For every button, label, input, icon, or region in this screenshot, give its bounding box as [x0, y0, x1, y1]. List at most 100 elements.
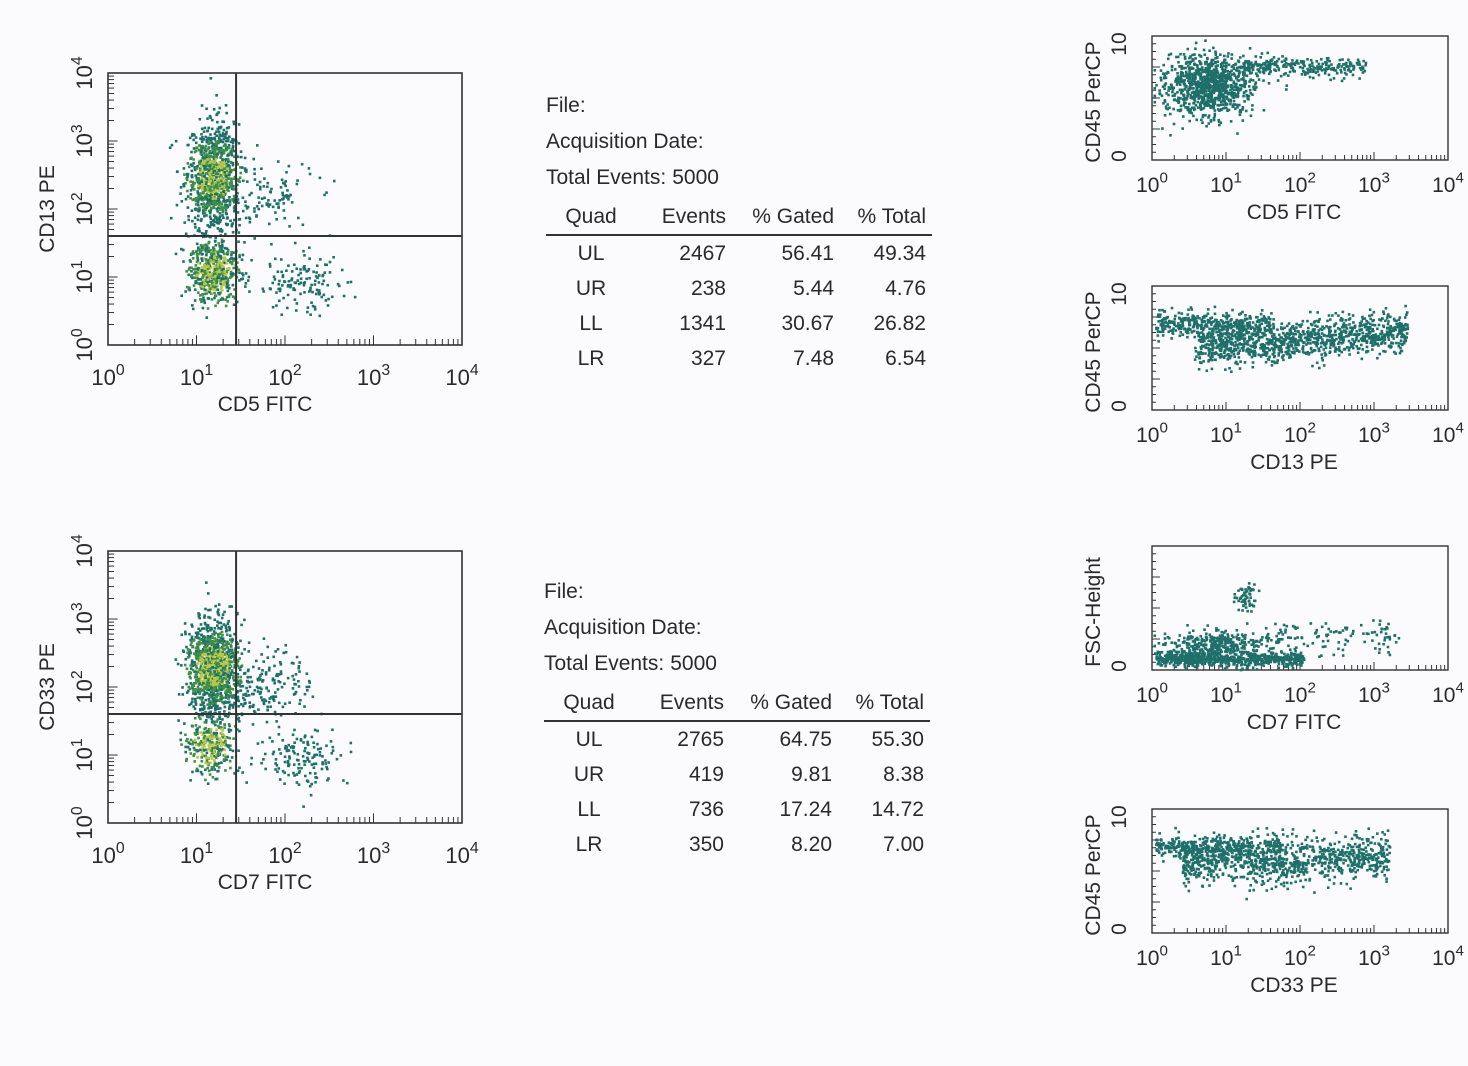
event-dot	[226, 668, 230, 672]
event-dot	[297, 273, 300, 277]
event-dot	[196, 266, 200, 270]
event-dot	[1183, 88, 1187, 91]
event-dot	[282, 209, 286, 212]
event-dot	[203, 720, 207, 724]
event-dot	[1187, 81, 1191, 85]
event-dot	[182, 183, 186, 187]
event-dot	[239, 679, 242, 682]
event-dot	[226, 248, 230, 252]
event-dot	[328, 260, 332, 264]
event-dot	[1198, 81, 1202, 85]
event-dot	[213, 754, 216, 758]
event-dot	[207, 140, 210, 144]
event-dot	[226, 188, 229, 192]
event-dot	[262, 758, 265, 761]
event-dot	[210, 734, 213, 737]
event-dot	[215, 130, 218, 134]
event-dot	[191, 256, 195, 260]
event-dot	[1262, 68, 1266, 71]
event-dot	[1218, 93, 1221, 96]
event-dot	[1205, 82, 1209, 86]
event-dot	[1262, 108, 1266, 112]
event-dot	[1204, 90, 1208, 93]
event-dot	[260, 698, 264, 702]
x-tick-label: 100	[1136, 170, 1168, 197]
event-dot	[195, 260, 199, 264]
event-dot	[208, 158, 211, 162]
event-dot	[211, 679, 215, 683]
event-dots	[1153, 39, 1368, 137]
event-dot	[237, 141, 241, 145]
event-dot	[195, 750, 198, 754]
event-dot	[1255, 74, 1259, 78]
event-dot	[1238, 109, 1242, 112]
event-dot	[1201, 87, 1205, 91]
event-dot	[276, 270, 280, 274]
event-dot	[221, 696, 225, 700]
event-dot	[217, 242, 221, 245]
event-dot	[207, 671, 211, 674]
event-dot	[199, 249, 203, 253]
event-dot	[219, 257, 223, 260]
event-dot	[217, 724, 220, 728]
event-dot	[213, 240, 217, 243]
event-dot	[191, 770, 194, 774]
event-dot	[1206, 85, 1209, 89]
minor-ticks	[108, 75, 118, 346]
event-dot	[186, 162, 190, 165]
event-dot	[196, 268, 200, 271]
event-dot	[1196, 69, 1199, 73]
event-dot	[200, 176, 204, 180]
event-dot	[1229, 120, 1233, 123]
event-dot	[201, 252, 204, 256]
event-dot	[209, 656, 213, 660]
event-dot	[276, 688, 280, 691]
event-dot	[196, 645, 199, 648]
event-dot	[303, 734, 307, 738]
event-dot	[223, 723, 226, 727]
event-dot	[200, 697, 203, 701]
event-dot	[194, 654, 198, 658]
event-dot	[184, 745, 187, 749]
event-dot	[1277, 67, 1281, 70]
event-dot	[228, 152, 232, 156]
event-dot	[186, 745, 190, 749]
event-dot	[195, 649, 198, 653]
event-dot	[1237, 69, 1241, 73]
event-dot	[293, 728, 296, 732]
event-dot	[203, 301, 207, 305]
event-dot	[278, 279, 281, 283]
event-dot	[1232, 103, 1235, 106]
event-dot	[218, 715, 221, 718]
event-dot	[220, 265, 224, 268]
event-dot	[212, 640, 215, 644]
event-dot	[196, 732, 199, 736]
event-dot	[237, 240, 240, 244]
event-dot	[216, 673, 220, 677]
event-dot	[210, 706, 213, 709]
event-dot	[247, 650, 251, 653]
event-dot	[1250, 66, 1254, 69]
event-dot	[208, 150, 212, 153]
event-dot	[1210, 105, 1214, 108]
event-dot	[290, 278, 293, 282]
event-dot	[204, 232, 208, 235]
event-dot	[203, 711, 207, 715]
event-dot	[227, 658, 231, 661]
event-dot	[210, 749, 214, 753]
event-dot	[224, 203, 228, 207]
event-dot	[226, 673, 230, 677]
event-dot	[202, 183, 206, 186]
event-dot	[285, 749, 289, 753]
event-dot	[233, 651, 236, 655]
event-dot	[1220, 94, 1224, 98]
event-dot	[287, 198, 290, 201]
event-dot	[190, 637, 194, 641]
event-dot	[219, 150, 222, 154]
event-dot	[223, 753, 227, 757]
event-dot	[1179, 104, 1183, 108]
event-dot	[1223, 58, 1227, 62]
event-dot	[170, 143, 174, 147]
event-dot	[228, 704, 232, 707]
event-dot	[306, 269, 310, 273]
